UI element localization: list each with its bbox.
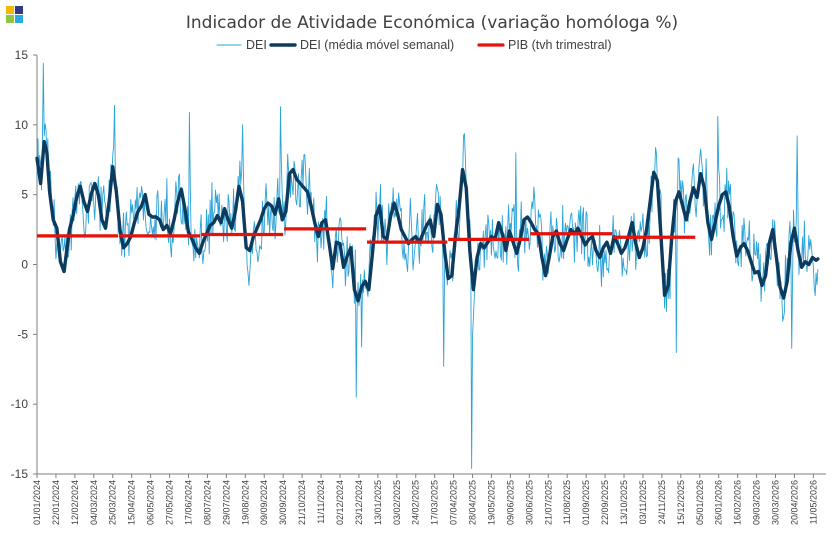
x-tick-label: 19/08/2024 bbox=[240, 480, 250, 525]
y-axis: -15 -10 -5 0 5 10 15 bbox=[11, 48, 38, 481]
x-tick-label: 28/04/2025 bbox=[468, 480, 478, 525]
x-tick-label: 16/02/2026 bbox=[733, 480, 743, 525]
logo bbox=[6, 6, 24, 24]
y-tick-label: 0 bbox=[21, 258, 28, 272]
y-tick-label: 10 bbox=[15, 118, 29, 132]
chart-title: Indicador de Atividade Económica (variaç… bbox=[186, 13, 678, 33]
x-tick-label: 07/04/2025 bbox=[449, 480, 459, 525]
x-tick-label: 20/04/2026 bbox=[789, 480, 799, 525]
x-tick-label: 03/02/2025 bbox=[392, 480, 402, 525]
x-tick-label: 22/09/2025 bbox=[600, 480, 610, 525]
x-tick-label: 12/02/2024 bbox=[70, 480, 80, 525]
x-tick-label: 13/01/2025 bbox=[373, 480, 383, 525]
x-tick-label: 01/01/2024 bbox=[32, 480, 42, 525]
x-axis: 01/01/2024 22/01/2024 12/02/2024 04/03/2024… bbox=[32, 473, 826, 525]
logo-square-4 bbox=[15, 15, 23, 23]
x-tick-label: 15/12/2025 bbox=[676, 480, 686, 525]
logo-square-2 bbox=[15, 6, 23, 14]
x-tick-label: 30/03/2026 bbox=[771, 480, 781, 525]
x-tick-label: 17/06/2024 bbox=[183, 480, 193, 525]
x-tick-label: 19/05/2025 bbox=[486, 480, 496, 525]
x-tick-label: 11/11/2024 bbox=[316, 480, 326, 524]
legend: DEI DEI (média móvel semanal) PIB (tvh tri… bbox=[216, 38, 612, 52]
x-tick-label: 09/03/2026 bbox=[752, 480, 762, 525]
series-dei-moving-average-line bbox=[35, 139, 820, 303]
x-tick-label: 30/06/2025 bbox=[524, 480, 534, 525]
x-tick-label: 23/12/2024 bbox=[354, 480, 364, 525]
x-tick-label: 09/09/2024 bbox=[259, 480, 269, 525]
x-tick-label: 29/07/2024 bbox=[221, 480, 231, 525]
x-tick-label: 13/10/2025 bbox=[619, 480, 629, 525]
x-tick-label: 25/03/2024 bbox=[108, 480, 118, 525]
x-tick-label: 24/02/2025 bbox=[411, 480, 421, 525]
x-tick-label: 06/05/2024 bbox=[146, 480, 156, 525]
y-tick-label: 5 bbox=[21, 188, 28, 202]
logo-square-3 bbox=[6, 15, 14, 23]
x-tick-label: 21/10/2024 bbox=[297, 480, 307, 525]
x-tick-label: 01/09/2025 bbox=[581, 480, 591, 525]
legend-label: DEI bbox=[246, 38, 267, 52]
y-tick-label: 15 bbox=[15, 48, 29, 62]
x-tick-label: 09/06/2025 bbox=[505, 480, 515, 525]
plot-area bbox=[35, 62, 820, 469]
x-tick-label: 27/05/2024 bbox=[165, 480, 175, 525]
y-tick-label: -5 bbox=[17, 327, 28, 341]
x-tick-label: 08/07/2024 bbox=[202, 480, 212, 525]
x-tick-label: 24/11/2025 bbox=[657, 480, 667, 524]
logo-square-1 bbox=[6, 6, 14, 14]
x-tick-label: 15/04/2024 bbox=[127, 480, 137, 525]
x-tick-label: 11/05/2026 bbox=[808, 480, 818, 524]
series-dei-line bbox=[36, 62, 819, 469]
x-tick-label: 26/01/2026 bbox=[714, 480, 724, 525]
x-tick-label: 17/03/2025 bbox=[430, 480, 440, 525]
legend-label: PIB (tvh trimestral) bbox=[508, 38, 612, 52]
x-tick-label: 11/08/2025 bbox=[562, 480, 572, 524]
x-tick-label: 30/09/2024 bbox=[278, 480, 288, 525]
x-tick-label: 02/12/2024 bbox=[335, 480, 345, 525]
x-tick-label: 21/07/2025 bbox=[543, 480, 553, 525]
legend-label: DEI (média móvel semanal) bbox=[300, 38, 454, 52]
x-tick-label: 05/01/2026 bbox=[695, 480, 705, 525]
y-tick-label: -10 bbox=[11, 397, 29, 411]
x-tick-label: 22/01/2024 bbox=[51, 480, 61, 525]
y-tick-label: -15 bbox=[11, 467, 29, 481]
x-tick-label: 03/11/2025 bbox=[638, 480, 648, 524]
x-tick-label: 04/03/2024 bbox=[89, 480, 99, 525]
